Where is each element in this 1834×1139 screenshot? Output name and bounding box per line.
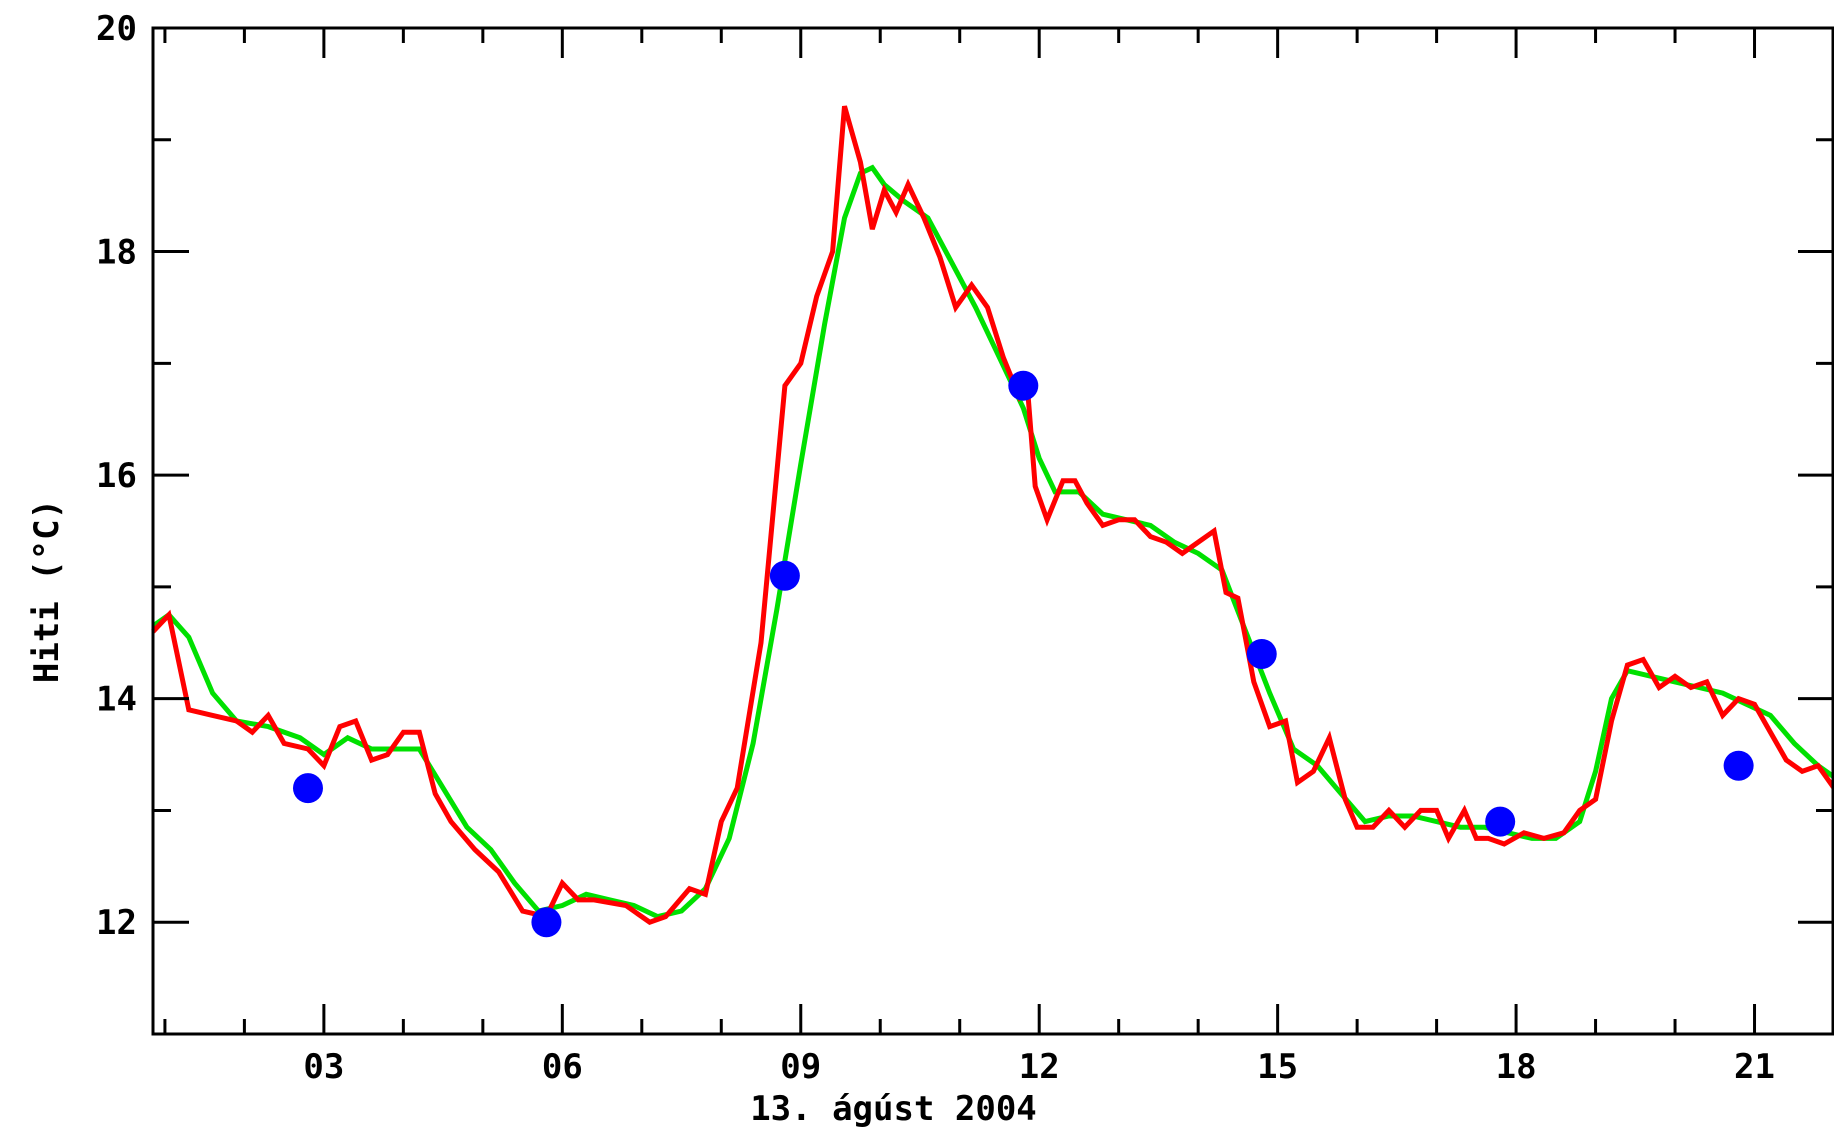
observation-point bbox=[1485, 806, 1516, 837]
y-tick-label: 18 bbox=[96, 233, 137, 273]
x-tick-label: 12 bbox=[1019, 1047, 1060, 1087]
x-tick-label: 18 bbox=[1496, 1047, 1537, 1087]
series-line-1 bbox=[151, 164, 1834, 920]
plot-area: 12 14 16 18 20 03 06 09 12 15 18 21 bbox=[96, 9, 1834, 1087]
observation-point bbox=[1723, 750, 1754, 781]
ticks-layer: 12 14 16 18 20 03 06 09 12 15 18 21 bbox=[96, 9, 1834, 1087]
y-tick-label: 12 bbox=[96, 903, 137, 943]
x-axis-title: 13. ágúst 2004 bbox=[750, 1089, 1037, 1129]
observation-point bbox=[531, 907, 562, 938]
x-tick-label: 03 bbox=[303, 1047, 344, 1087]
x-tick-label: 09 bbox=[780, 1047, 821, 1087]
observation-point bbox=[1008, 370, 1039, 401]
series-line-2 bbox=[151, 105, 1834, 925]
x-tick-label: 06 bbox=[542, 1047, 583, 1087]
x-tick-label: 21 bbox=[1734, 1047, 1775, 1087]
observation-point bbox=[1246, 638, 1277, 669]
plot-frame bbox=[151, 26, 1834, 1036]
series-layer bbox=[151, 105, 1834, 938]
y-tick-label: 16 bbox=[96, 456, 137, 496]
observation-point bbox=[292, 773, 323, 804]
y-axis-title: Hiti (°C) bbox=[27, 499, 67, 683]
y-tick-label: 14 bbox=[96, 680, 137, 720]
observation-point bbox=[769, 560, 800, 591]
x-tick-label: 15 bbox=[1257, 1047, 1298, 1087]
y-tick-label: 20 bbox=[96, 9, 137, 49]
